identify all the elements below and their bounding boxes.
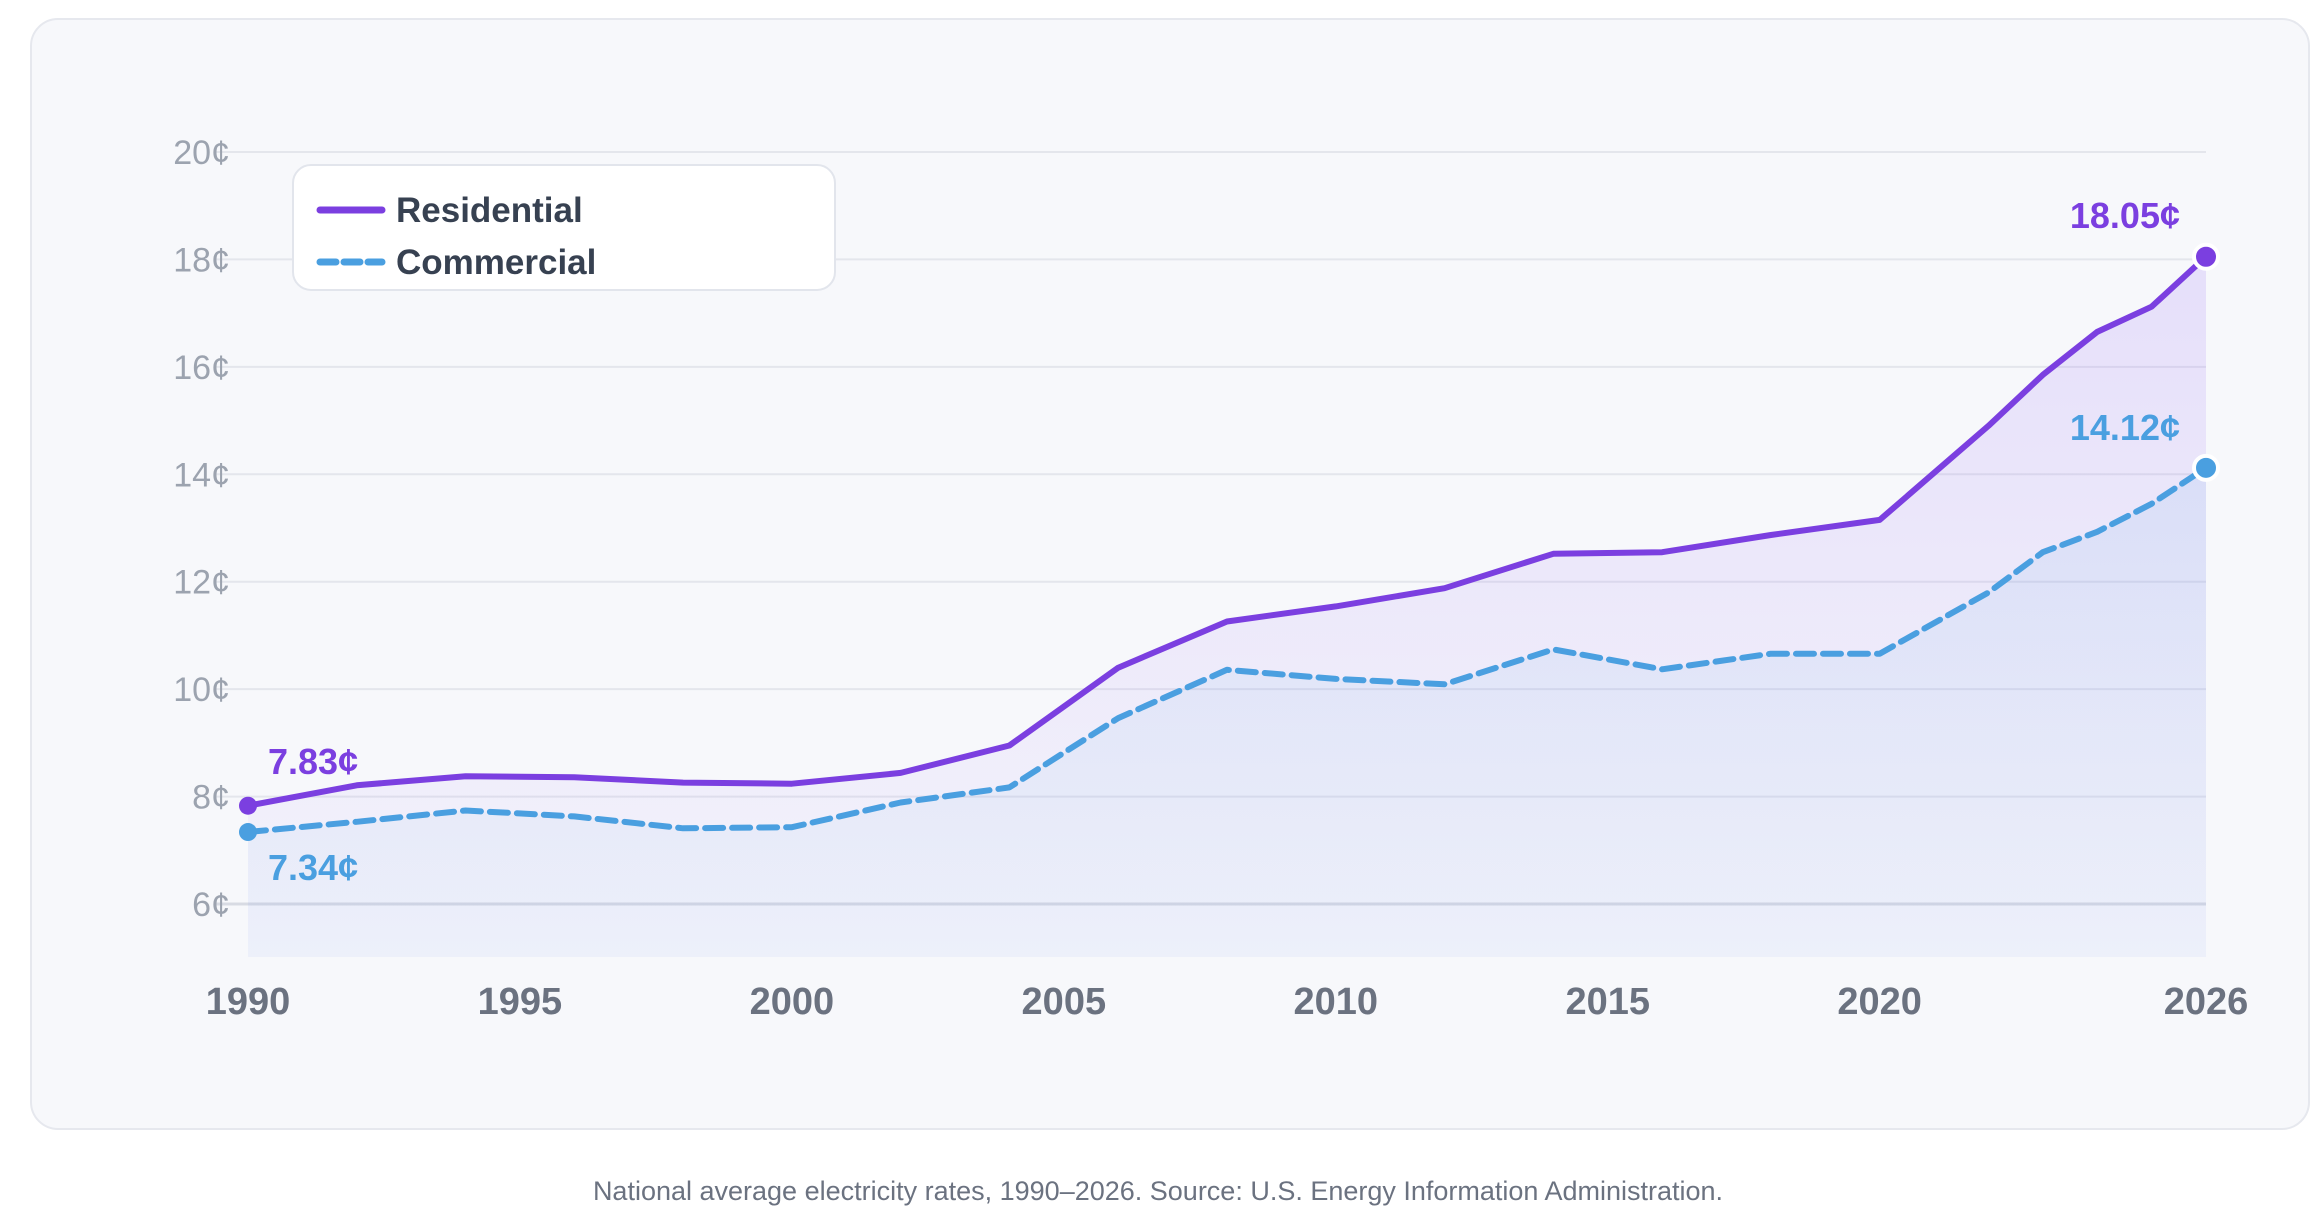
x-tick-label: 2026 [2164, 981, 2249, 1023]
x-tick-label: 2010 [1294, 981, 1379, 1023]
start-point-commercial [239, 823, 257, 842]
y-tick-label: 8¢ [192, 779, 230, 817]
y-tick-label: 18¢ [173, 241, 230, 279]
y-tick-label: 16¢ [173, 349, 230, 387]
legend: Residential Commercial [292, 164, 836, 291]
start-point-residential [239, 796, 257, 815]
area-fills [248, 256, 2206, 957]
y-tick-label: 12¢ [173, 564, 230, 602]
y-tick-label: 6¢ [192, 886, 230, 924]
label-com-start: 7.34¢ [268, 847, 358, 888]
value-labels: 7.83¢ 7.34¢ 18.05¢ 14.12¢ [268, 195, 2180, 888]
label-res-end: 18.05¢ [2070, 195, 2180, 236]
x-tick-label: 2005 [1022, 981, 1107, 1023]
x-tick-label: 2020 [1837, 981, 1922, 1023]
x-tick-label: 1990 [206, 981, 291, 1023]
chart-caption: National average electricity rates, 1990… [592, 1176, 1724, 1206]
x-tick-label: 2015 [1565, 981, 1650, 1023]
y-tick-label: 14¢ [173, 456, 230, 494]
series-lines [245, 253, 2209, 835]
end-points [239, 242, 2220, 842]
x-axis-ticks: 1990 1995 2000 2005 2010 2015 2020 2026 [206, 981, 2249, 1023]
legend-box [292, 164, 836, 291]
x-tick-label: 2000 [750, 981, 835, 1023]
x-tick-label: 1995 [478, 981, 563, 1023]
end-point-residential [2192, 242, 2220, 271]
label-com-end: 14.12¢ [2070, 407, 2180, 448]
legend-label-commercial: Commercial [396, 243, 596, 282]
area-commercial [248, 467, 2206, 957]
end-point-commercial [2192, 453, 2220, 482]
series-line-commercial [245, 464, 2209, 835]
label-res-start: 7.83¢ [268, 741, 358, 782]
series-line-residential [245, 253, 2209, 809]
y-axis-ticks: 6¢ 8¢ 10¢ 12¢ 14¢ 16¢ 18¢ 20¢ [173, 134, 230, 924]
legend-label-residential: Residential [396, 191, 583, 230]
y-tick-label: 10¢ [173, 671, 230, 709]
y-tick-label: 20¢ [173, 134, 230, 172]
